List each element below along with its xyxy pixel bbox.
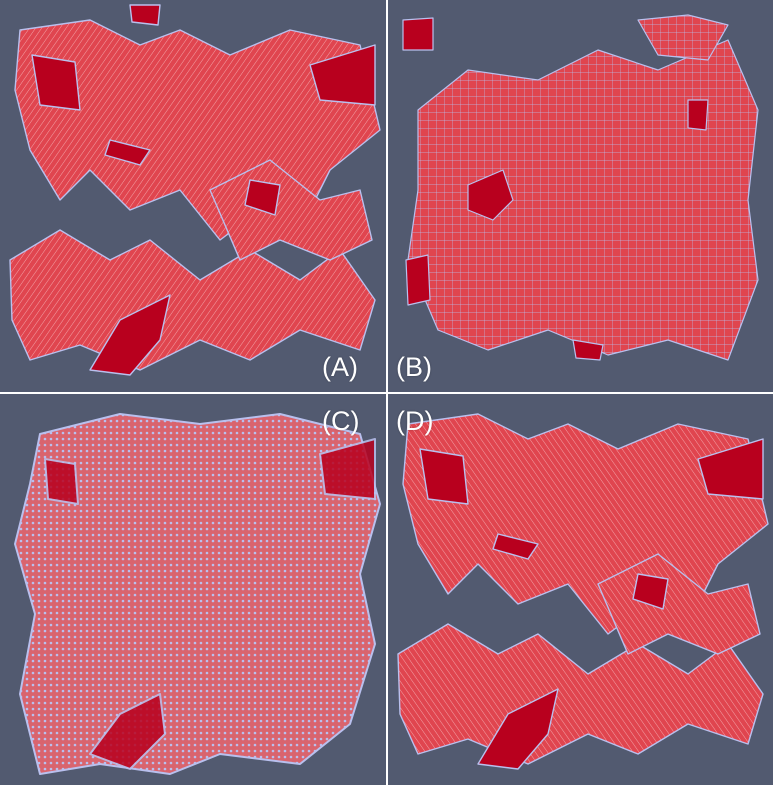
panel-b: (B) (388, 0, 773, 392)
dense-b4 (572, 339, 604, 361)
dense-c2 (319, 438, 376, 500)
panel-a: (A) (0, 0, 386, 392)
fragment-b1 (407, 39, 759, 361)
panel-label-c: (C) (322, 406, 360, 436)
dense-c3 (44, 458, 79, 505)
dense-c1 (89, 693, 166, 770)
dense-a4 (244, 179, 281, 216)
dense-a1 (89, 294, 171, 376)
dense-b1 (467, 169, 514, 221)
dense-d2 (697, 438, 764, 500)
dense-b2 (402, 17, 434, 51)
fragment-a2 (9, 229, 376, 371)
dense-d1 (477, 688, 559, 770)
panel-label-b: (B) (396, 352, 432, 382)
fragment-b2 (637, 14, 729, 61)
dense-d4 (632, 573, 669, 610)
dense-a2 (309, 44, 376, 106)
panel-label-a: (A) (322, 352, 358, 382)
panel-label-d: (D) (396, 406, 434, 436)
dense-a5 (104, 139, 151, 166)
dense-b5 (687, 99, 709, 131)
dense-a3 (31, 54, 81, 111)
panel-b-fragments (402, 14, 759, 361)
dense-d3 (419, 448, 469, 505)
panel-d: (D) (388, 394, 773, 785)
panel-c: (C) (0, 394, 386, 785)
dense-a6 (129, 4, 161, 26)
dense-d5 (492, 533, 539, 560)
dense-b3 (405, 254, 431, 306)
fragment-d2 (397, 623, 764, 765)
panel-a-fragments (9, 4, 381, 376)
panel-c-fragments (14, 413, 381, 775)
panel-d-fragments (397, 413, 769, 770)
fragment-c1 (14, 413, 381, 775)
